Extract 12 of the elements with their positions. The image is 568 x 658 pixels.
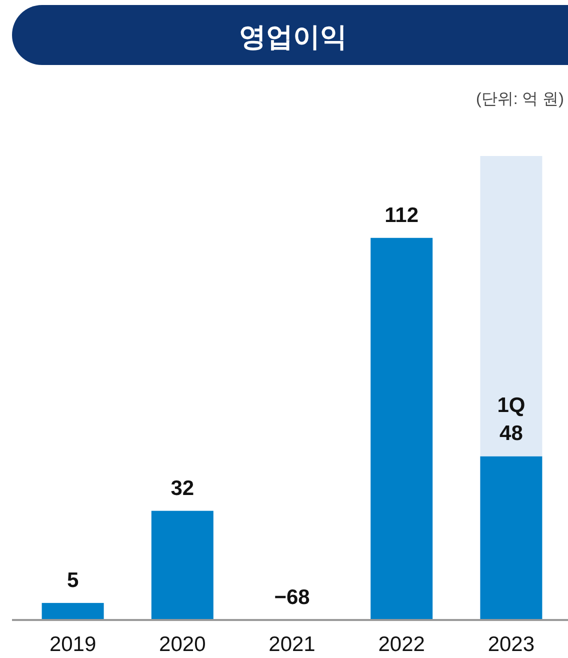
x-tick-label: 2022 — [378, 633, 425, 656]
x-tick-label: 2020 — [159, 633, 206, 656]
data-label: 112 — [384, 204, 419, 227]
text: −68 — [274, 586, 310, 609]
chart-subtitle: (단위: 억 원) — [476, 91, 564, 108]
x-tick-label: 2023 — [488, 633, 535, 656]
x-tick-label: 2019 — [49, 633, 96, 656]
x-tick-label: 2021 — [268, 633, 316, 656]
data-label: 32 — [170, 476, 194, 500]
chart-title: 영업이익 — [239, 22, 347, 52]
data-label: 1Q 48 — [497, 394, 526, 446]
data-label: 5 — [66, 568, 79, 592]
